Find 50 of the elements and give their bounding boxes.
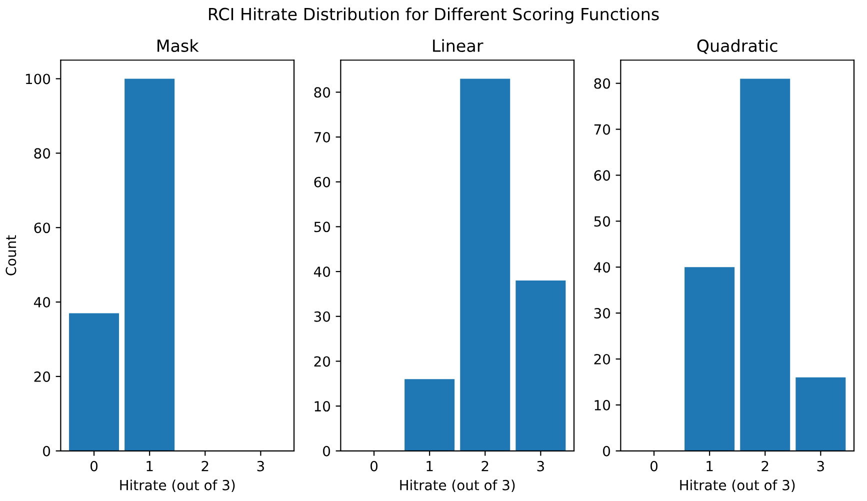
y-tick-label: 20 <box>34 371 50 382</box>
y-tick-label: 60 <box>314 176 330 188</box>
x-tick-label: 3 <box>537 460 544 472</box>
x-tick-label: 3 <box>817 460 824 472</box>
x-tick-label: 1 <box>426 461 433 472</box>
bar <box>796 377 846 451</box>
x-axis-title: Hitrate (out of 3) <box>120 480 235 492</box>
y-tick-label: 10 <box>594 400 610 410</box>
y-tick-label: 40 <box>314 266 330 278</box>
y-tick-label: 80 <box>34 148 50 159</box>
x-tick-label: 3 <box>257 460 264 472</box>
bar <box>684 267 735 451</box>
chart-title: Linear <box>433 39 484 52</box>
y-tick-label: 80 <box>314 87 330 98</box>
y-tick-label: 0 <box>323 446 330 456</box>
chart-title: Quadratic <box>697 39 778 54</box>
y-tick-label: 70 <box>594 124 610 135</box>
y-tick-label: 60 <box>34 222 50 234</box>
chart-title: Mask <box>158 39 199 52</box>
bar <box>460 78 510 451</box>
y-tick-label: 20 <box>594 354 610 364</box>
bar <box>516 280 566 451</box>
y-tick-label: 50 <box>314 222 330 232</box>
y-tick-label: 20 <box>314 356 330 367</box>
text: RCI Hitrate Distribution for Different Scoring Functions <box>209 8 659 24</box>
x-axis-title: Hitrate (out of 3) <box>400 480 515 492</box>
bar <box>404 379 455 451</box>
y-tick-label: 0 <box>43 446 50 456</box>
bar <box>740 78 790 451</box>
x-tick-label: 1 <box>146 461 153 472</box>
x-tick-label: 2 <box>762 460 768 472</box>
x-axis-title: Hitrate (out of 3) <box>680 480 795 492</box>
x-tick-label: 0 <box>90 460 98 472</box>
y-tick-label: 40 <box>34 297 50 308</box>
y-tick-label: 60 <box>594 170 610 181</box>
x-tick-label: 0 <box>650 460 658 472</box>
y-tick-label: 40 <box>594 262 610 273</box>
y-tick-label: 70 <box>314 132 330 142</box>
y-tick-label: 100 <box>26 74 50 84</box>
y-tick-label: 30 <box>314 311 330 322</box>
x-tick-label: 0 <box>370 460 378 472</box>
x-tick-label: 2 <box>482 460 488 472</box>
y-tick-label: 50 <box>594 216 610 227</box>
x-tick-label: 2 <box>202 460 208 472</box>
y-tick-label: 80 <box>594 78 610 89</box>
x-tick-label: 1 <box>706 461 713 472</box>
y-tick-label: 10 <box>314 401 330 412</box>
y-tick-label: 0 <box>603 446 610 456</box>
y-axis-title: Count <box>6 235 16 276</box>
y-tick-label: 30 <box>594 308 610 319</box>
